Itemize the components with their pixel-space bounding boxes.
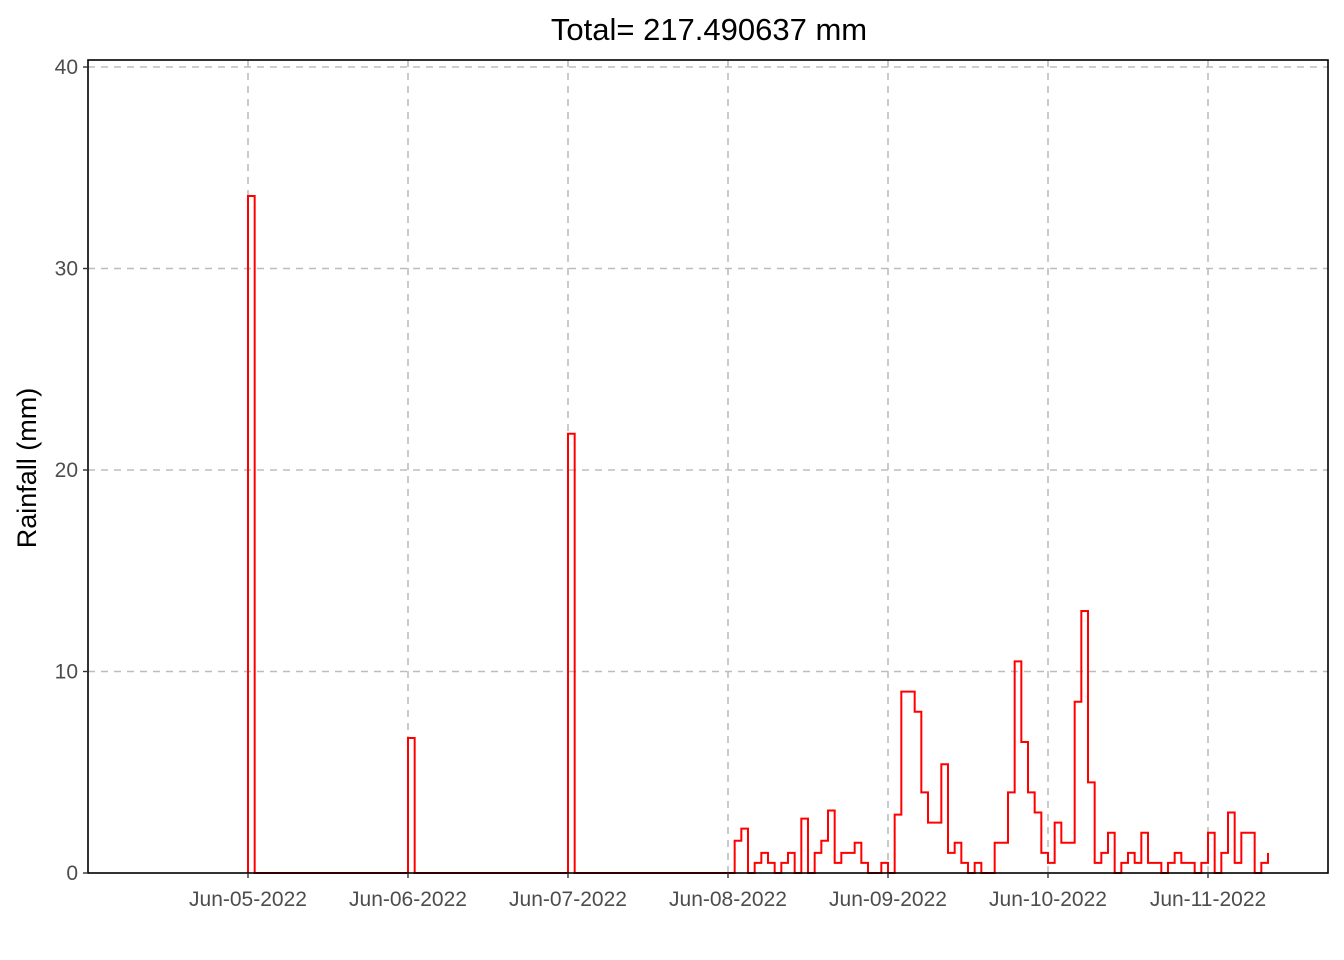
y-axis-label: Rainfall (mm)	[12, 388, 42, 549]
y-tick-label: 10	[55, 661, 78, 684]
y-tick-label: 40	[55, 56, 78, 79]
x-tick-label: Jun-10-2022	[989, 888, 1107, 911]
x-tick-label: Jun-05-2022	[189, 888, 307, 911]
plot-frame	[87, 59, 1329, 874]
x-tick-label: Jun-09-2022	[829, 888, 947, 911]
y-tick-label: 20	[55, 459, 78, 482]
rainfall-series-line	[247, 194, 1269, 874]
series-layer	[247, 194, 1269, 874]
chart-title: Total= 217.490637 mm	[551, 12, 867, 47]
y-tick-label: 30	[55, 258, 78, 281]
x-tick-label: Jun-07-2022	[509, 888, 627, 911]
gridlines	[88, 60, 1328, 873]
x-tick-label: Jun-06-2022	[349, 888, 467, 911]
x-tick-label: Jun-08-2022	[669, 888, 787, 911]
x-tick-label: Jun-11-2022	[1150, 888, 1266, 911]
y-tick-label: 0	[66, 862, 78, 885]
axis-ticks: 0 10 20 30 40 Jun-05-2022 Jun-06-2022 Jun-07-20…	[55, 56, 1267, 911]
